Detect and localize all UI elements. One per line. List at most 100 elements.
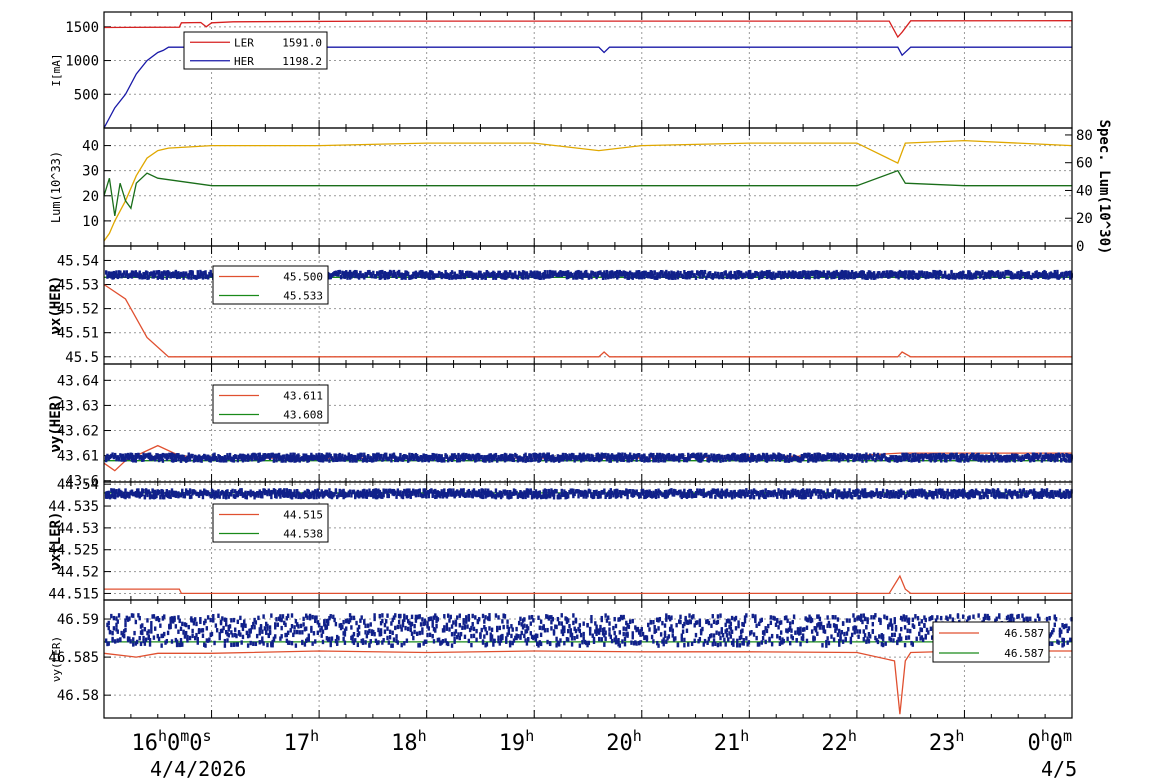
data-point [1014, 491, 1018, 497]
data-point [714, 494, 717, 500]
data-point [885, 489, 889, 494]
data-point [581, 275, 584, 280]
data-point [462, 452, 465, 458]
data-point [115, 456, 118, 462]
data-point [847, 458, 850, 463]
data-point [307, 489, 310, 495]
data-point [383, 271, 387, 276]
data-point [1036, 274, 1040, 280]
data-point [316, 456, 320, 462]
data-point [359, 270, 362, 276]
data-point [554, 271, 557, 276]
data-point [399, 490, 402, 495]
data-point [656, 491, 659, 496]
data-point [135, 488, 139, 493]
data-point [991, 270, 995, 276]
data-point [786, 490, 789, 495]
data-point [841, 491, 845, 497]
data-point [747, 489, 751, 495]
data-point [790, 271, 793, 276]
data-point [537, 275, 540, 280]
data-point [365, 458, 369, 463]
data-point [511, 274, 514, 280]
data-point [781, 489, 784, 495]
data-point [929, 453, 933, 458]
data-point [494, 274, 498, 279]
data-point [927, 454, 930, 459]
data-point [175, 491, 179, 497]
data-point [306, 489, 309, 494]
data-point [357, 275, 361, 280]
data-point [421, 274, 424, 279]
data-point [525, 271, 529, 277]
data-point [708, 456, 712, 462]
data-point [932, 272, 935, 277]
data-point [687, 489, 690, 495]
data-point [262, 488, 265, 494]
data-point [401, 457, 405, 462]
data-point [134, 491, 138, 496]
data-point [370, 273, 374, 279]
data-point [124, 488, 127, 493]
data-point [759, 271, 762, 277]
data-point [496, 457, 499, 462]
data-point [737, 490, 740, 495]
data-point [217, 454, 220, 459]
data-point [343, 454, 347, 459]
data-point [161, 458, 165, 463]
series-line [104, 574, 1072, 595]
data-point [954, 494, 957, 500]
data-point [626, 458, 629, 463]
data-point [323, 491, 326, 497]
data-point [666, 274, 669, 279]
data-point [334, 271, 338, 277]
data-point [450, 275, 454, 280]
data-point [1048, 274, 1051, 279]
data-point [457, 491, 460, 496]
data-point [253, 452, 256, 458]
data-point [529, 453, 532, 458]
data-point [901, 452, 904, 458]
data-point [142, 488, 145, 494]
data-point [783, 455, 787, 461]
data-point [834, 272, 837, 277]
data-point [165, 453, 169, 458]
data-point [507, 273, 511, 278]
data-point [197, 454, 201, 459]
data-point [1010, 492, 1014, 498]
data-point [847, 454, 850, 460]
data-point [152, 270, 156, 275]
data-point [1016, 494, 1019, 499]
data-point [983, 492, 987, 497]
data-point [769, 490, 773, 496]
data-point [119, 492, 122, 497]
data-point [751, 457, 754, 462]
data-point [321, 458, 325, 463]
data-point [470, 271, 473, 276]
data-point [641, 273, 645, 278]
data-point [968, 490, 971, 495]
data-point [829, 453, 832, 458]
data-point [183, 272, 187, 277]
y-tick-label: 45.54 [57, 253, 99, 269]
data-point [748, 269, 752, 275]
data-point [601, 489, 605, 495]
data-point [138, 274, 141, 280]
data-point [982, 275, 986, 280]
data-point [937, 488, 940, 494]
data-point [639, 456, 642, 462]
data-point [480, 488, 483, 493]
data-point [452, 453, 455, 459]
data-point [363, 455, 366, 460]
data-point [921, 273, 925, 278]
data-point [351, 455, 354, 460]
data-point [680, 494, 683, 500]
data-point [977, 452, 980, 458]
data-point [951, 493, 955, 498]
data-point [178, 273, 181, 278]
data-point [579, 492, 583, 497]
data-point [533, 491, 536, 496]
data-point [703, 492, 707, 498]
data-point [459, 488, 463, 493]
data-point [325, 491, 329, 496]
